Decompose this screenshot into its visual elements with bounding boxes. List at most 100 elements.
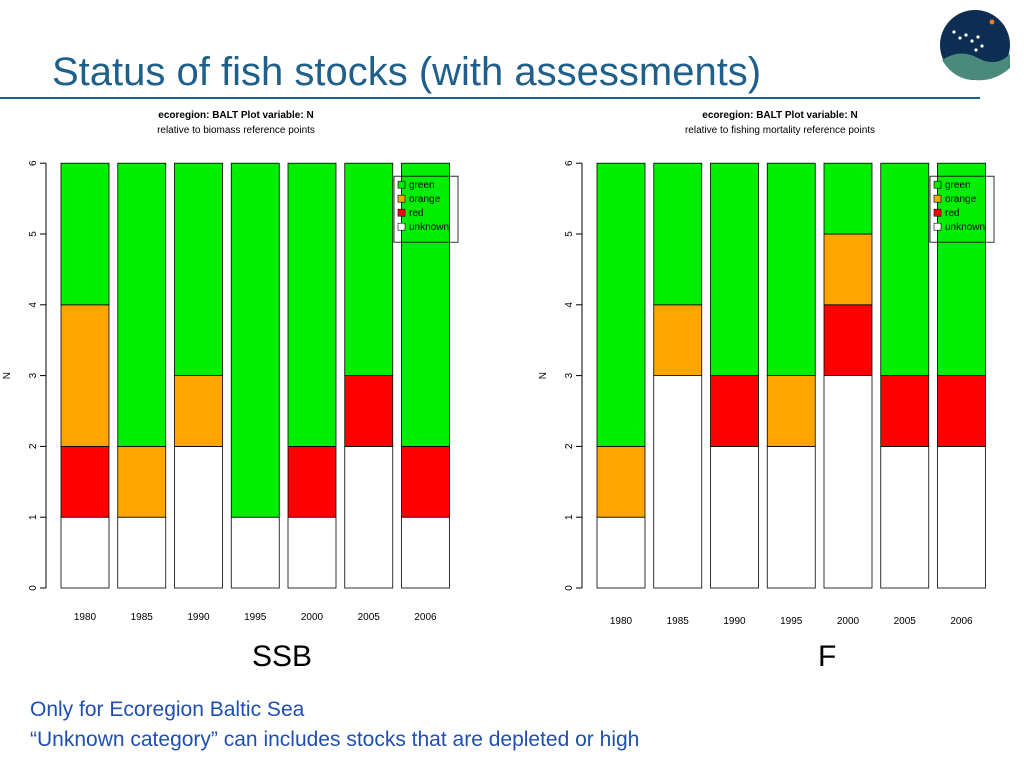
ssb-legend-swatch-red xyxy=(397,208,406,217)
f-bar-1990-red xyxy=(710,375,759,447)
f-bar-1985-green xyxy=(653,162,703,306)
ssb-bar-2005-unknown xyxy=(344,445,394,589)
f-ytick-label-5: 5 xyxy=(564,231,575,237)
f-chart: ecoregion: BALT Plot variable: N relative… xyxy=(538,110,995,627)
f-bar-2000-red xyxy=(823,304,873,377)
f-ylabel: N xyxy=(538,372,549,379)
f-xtick-label-1985: 1985 xyxy=(667,616,690,627)
ssb-ytick-label-3: 3 xyxy=(28,372,39,378)
f-bar-1990-unknown xyxy=(710,445,759,589)
ssb-legend-label-green: green xyxy=(409,180,435,191)
ssb-bar-1990-green xyxy=(174,162,223,376)
ssb-xtick-label-1985: 1985 xyxy=(131,612,154,623)
ssb-legend-box xyxy=(393,175,459,243)
ssb-ylabel: N xyxy=(2,372,13,379)
ssb-bar-1990-unknown xyxy=(174,445,223,589)
f-legend-swatch-orange xyxy=(933,194,942,203)
f-legend-swatch-unknown xyxy=(933,222,942,231)
ssb-legend-swatch-unknown xyxy=(397,222,406,231)
footnote-ecoregion: Only for Ecoregion Baltic Sea xyxy=(30,698,305,721)
ssb-bar-1985-unknown xyxy=(117,516,167,589)
ssb-chart-title: ecoregion: BALT Plot variable: N xyxy=(158,110,313,121)
f-bar-1995-green xyxy=(766,162,816,376)
ssb-legend-swatch-green xyxy=(397,180,406,189)
ssb-bar-1995-unknown xyxy=(230,516,280,589)
ssb-chart-subtitle: relative to biomass reference points xyxy=(157,125,315,136)
ssb-bar-2005-red xyxy=(344,375,394,447)
ssb-caption: SSB xyxy=(252,640,313,673)
f-ytick-label-4: 4 xyxy=(564,302,575,308)
f-legend-label-unknown: unknown xyxy=(945,222,985,233)
f-bar-2005-red xyxy=(880,375,930,447)
f-legend-swatch-green xyxy=(933,180,942,189)
ssb-xtick-label-1980: 1980 xyxy=(74,612,97,623)
ssb-bar-1995-green xyxy=(230,162,280,518)
f-bar-1995-orange xyxy=(766,375,816,447)
f-bar-2005-green xyxy=(880,162,930,376)
ssb-bar-1985-green xyxy=(117,162,167,447)
f-ytick-label-1: 1 xyxy=(564,514,575,520)
f-bar-2000-green xyxy=(823,162,873,235)
ssb-legend-label-unknown: unknown xyxy=(409,222,449,233)
f-caption: F xyxy=(818,640,837,673)
ssb-legend-swatch-orange xyxy=(397,194,406,203)
f-bar-2000-unknown xyxy=(823,375,873,589)
ssb-bar-1980-unknown xyxy=(60,516,110,589)
f-legend-label-green: green xyxy=(945,180,971,191)
ssb-xtick-label-2000: 2000 xyxy=(301,612,324,623)
ssb-ytick-label-0: 0 xyxy=(28,585,39,591)
f-xtick-label-2006: 2006 xyxy=(950,616,973,627)
f-chart-subtitle: relative to fishing mortality reference … xyxy=(685,125,875,136)
ssb-ytick-label-2: 2 xyxy=(28,443,39,449)
f-bar-2006-unknown xyxy=(937,445,986,589)
f-xtick-label-1995: 1995 xyxy=(780,616,803,627)
f-ytick-label-2: 2 xyxy=(564,443,575,449)
f-bar-1980-orange xyxy=(596,445,646,518)
f-bar-1980-unknown xyxy=(596,516,646,589)
f-bar-1990-green xyxy=(710,162,759,376)
ssb-bar-2000-green xyxy=(287,162,337,447)
ssb-ytick-label-4: 4 xyxy=(28,302,39,308)
ssb-xtick-label-1990: 1990 xyxy=(187,612,210,623)
ssb-bar-1990-orange xyxy=(174,375,223,447)
f-ytick-label-3: 3 xyxy=(564,372,575,378)
f-legend-label-orange: orange xyxy=(945,194,977,205)
f-xtick-label-1980: 1980 xyxy=(610,616,633,627)
ssb-xtick-label-1995: 1995 xyxy=(244,612,267,623)
f-bar-2006-green xyxy=(937,162,986,376)
f-bar-2005-unknown xyxy=(880,445,930,589)
ssb-legend-label-red: red xyxy=(409,208,423,219)
ices-logo-icon xyxy=(940,10,1010,81)
f-xtick-label-1990: 1990 xyxy=(723,616,746,627)
f-bar-1980-green xyxy=(596,162,646,447)
f-legend-box xyxy=(929,175,995,243)
footnote-unknown-category: “Unknown category” can includes stocks t… xyxy=(30,728,640,751)
ssb-bar-1980-green xyxy=(60,162,110,306)
ssb-bar-2006-green xyxy=(401,162,450,447)
ssb-xtick-label-2005: 2005 xyxy=(358,612,381,623)
ssb-ytick-label-5: 5 xyxy=(28,231,39,237)
ssb-ytick-label-1: 1 xyxy=(28,514,39,520)
title-divider xyxy=(0,97,980,99)
ssb-bar-2000-red xyxy=(287,445,337,518)
f-bar-1995-unknown xyxy=(766,445,816,589)
f-bar-2006-red xyxy=(937,375,986,447)
ssb-bar-2005-green xyxy=(344,162,394,376)
f-bar-1985-orange xyxy=(653,304,703,377)
f-xtick-label-2000: 2000 xyxy=(837,616,860,627)
f-bar-1985-unknown xyxy=(653,375,703,589)
ssb-bar-2000-unknown xyxy=(287,516,337,589)
slide-title: Status of fish stocks (with assessments) xyxy=(52,50,762,94)
f-xtick-label-2005: 2005 xyxy=(894,616,917,627)
ssb-chart: ecoregion: BALT Plot variable: N relative… xyxy=(2,110,459,623)
f-chart-title: ecoregion: BALT Plot variable: N xyxy=(702,110,857,121)
ssb-bar-1980-orange xyxy=(60,304,110,447)
ssb-bar-1985-orange xyxy=(117,445,167,518)
ssb-legend-label-orange: orange xyxy=(409,194,441,205)
ssb-bar-2006-red xyxy=(401,445,450,518)
ssb-bar-2006-unknown xyxy=(401,516,450,589)
f-bar-2000-orange xyxy=(823,233,873,306)
f-ytick-label-0: 0 xyxy=(564,585,575,591)
ssb-bar-1980-red xyxy=(60,445,110,518)
ssb-xtick-label-2006: 2006 xyxy=(414,612,437,623)
